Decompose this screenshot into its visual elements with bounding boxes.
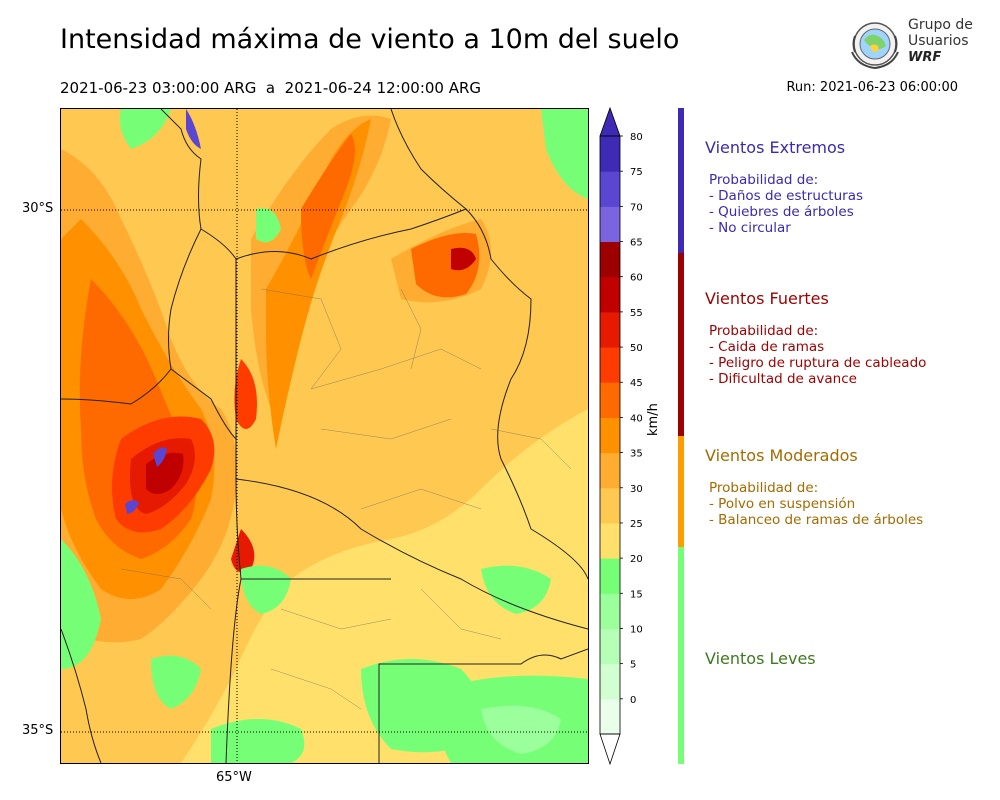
colorbar-tick-label: 0 xyxy=(630,695,636,706)
colorbar-tick-label: 40 xyxy=(630,413,643,424)
province-borders xyxy=(61,109,588,763)
colorbar-tick-label: 15 xyxy=(630,589,643,600)
colorbar-band xyxy=(600,628,620,665)
colorbar-band xyxy=(600,206,620,243)
graticule xyxy=(61,109,588,763)
category-strong-body: Probabilidad de: - Caida de ramas - Peli… xyxy=(709,323,926,387)
map-title: Intensidad máxima de viento a 10m del su… xyxy=(60,24,680,55)
category-extreme-title: Vientos Extremos xyxy=(705,138,846,157)
category-moderate-item: - Polvo en suspensión xyxy=(709,496,856,512)
colorbar-tick-label: 10 xyxy=(630,624,643,635)
logo: Grupo de Usuarios WRF xyxy=(846,16,976,74)
colorbar-tick-label: 55 xyxy=(630,308,643,319)
run-time: Run: 2021-06-23 06:00:00 xyxy=(786,80,958,95)
category-moderate-body: Probabilidad de: - Polvo en suspensión -… xyxy=(709,480,923,528)
colorbar-tick-label: 45 xyxy=(630,378,643,389)
colorbar-tick-label: 60 xyxy=(630,273,643,284)
category-moderate-item: - Balanceo de ramas de árboles xyxy=(709,512,924,528)
colorbar-band xyxy=(600,698,620,735)
colorbar-tick-label: 70 xyxy=(630,202,643,213)
valid-period: 2021-06-23 03:00:00 ARG a 2021-06-24 12:… xyxy=(60,79,482,97)
department-borders xyxy=(120,288,572,710)
lat-tick-30s: 30°S xyxy=(22,201,54,216)
category-bar-extreme xyxy=(678,108,684,253)
category-extreme-item: - Quiebres de árboles xyxy=(709,204,854,220)
lon-tick-65w: 65°W xyxy=(216,770,252,785)
colorbar-over-arrow xyxy=(599,106,621,137)
colorbar-band xyxy=(600,487,620,524)
colorbar-band xyxy=(600,276,620,313)
colorbar-tick-label: 35 xyxy=(630,449,643,460)
wind-map xyxy=(60,108,589,764)
category-strong-title: Vientos Fuertes xyxy=(705,289,829,308)
colorbar-labels: 0 5 10 15 20 25 30 35 40 45 50 55 60 65 70 75 80 xyxy=(620,132,643,706)
colorbar-tick-label: 65 xyxy=(630,238,643,249)
category-extreme-item: - No circular xyxy=(709,220,791,236)
colorbar-tick-label: 25 xyxy=(630,519,643,530)
category-bar-moderate xyxy=(678,436,684,547)
colorbar: 0 5 10 15 20 25 30 35 40 45 50 55 60 65 70 75 80 xyxy=(599,106,643,766)
logo-text-line1: Grupo de xyxy=(908,17,973,33)
colorbar-band xyxy=(600,593,620,629)
colorbar-band xyxy=(600,558,620,594)
colorbar-band xyxy=(600,311,620,348)
colorbar-band xyxy=(600,171,620,207)
category-extreme-body: Probabilidad de: - Daños de estructuras … xyxy=(709,172,863,236)
colorbar-band xyxy=(600,452,620,489)
colorbar-band xyxy=(600,347,620,383)
colorbar-band xyxy=(600,136,620,172)
colorbar-band xyxy=(600,417,620,454)
category-bar-light xyxy=(678,547,684,764)
colorbar-band xyxy=(600,241,620,278)
wind-field-plot xyxy=(61,109,588,763)
lat-tick-35s: 35°S xyxy=(22,723,54,738)
colorbar-unit-label: km/h xyxy=(646,403,661,436)
globe-logo-icon xyxy=(851,22,899,70)
category-strong-item: - Dificultad de avance xyxy=(709,371,857,387)
category-bar-strong xyxy=(678,253,684,436)
category-moderate-title: Vientos Moderados xyxy=(705,446,858,465)
colorbar-tick-label: 50 xyxy=(630,343,643,354)
category-light-title: Vientos Leves xyxy=(705,649,816,668)
colorbar-tick-label: 20 xyxy=(630,554,643,565)
colorbar-outline xyxy=(599,135,621,735)
colorbar-tick-label: 30 xyxy=(630,484,643,495)
category-strong-item: - Peligro de ruptura de cableado xyxy=(709,355,927,371)
colorbar-under-arrow xyxy=(599,733,621,766)
category-extreme-item: - Daños de estructuras xyxy=(709,188,864,204)
category-moderate-heading: Probabilidad de: xyxy=(709,480,819,496)
logo-text-line2: Usuarios xyxy=(908,33,969,49)
colorbar-band xyxy=(600,382,620,418)
colorbar-tick-label: 5 xyxy=(630,660,636,671)
colorbar-tick-label: 80 xyxy=(630,132,643,143)
colorbar-segments xyxy=(599,106,621,766)
category-extreme-heading: Probabilidad de: xyxy=(709,172,819,188)
colorbar-tick-label: 75 xyxy=(630,167,643,178)
colorbar-band xyxy=(600,522,620,559)
colorbar-band xyxy=(600,663,620,700)
logo-text-line3: WRF xyxy=(908,50,942,65)
category-strong-heading: Probabilidad de: xyxy=(709,323,819,339)
category-strong-item: - Caida de ramas xyxy=(709,339,825,355)
